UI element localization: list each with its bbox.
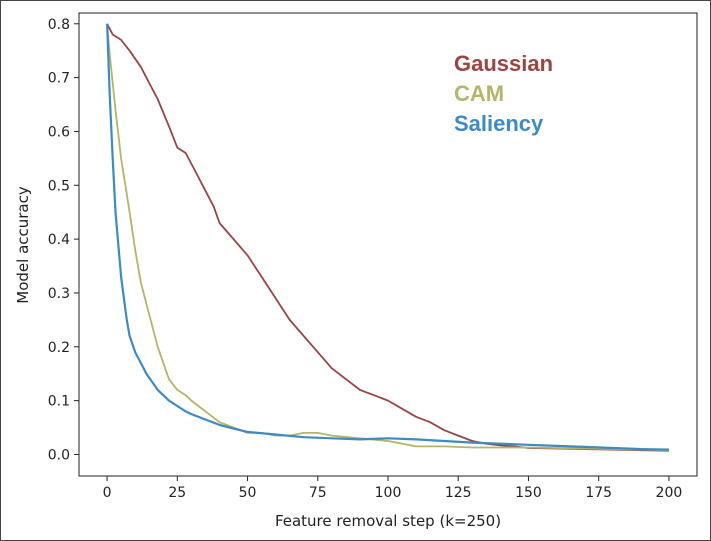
y-tick-label: 0.1	[48, 394, 70, 410]
y-tick-label: 0.3	[48, 286, 70, 302]
plot-border	[78, 12, 698, 477]
y-tick-label: 0.6	[48, 124, 70, 140]
y-tick-label: 0.7	[48, 71, 70, 87]
series-line-saliency	[106, 23, 669, 451]
series-line-cam	[106, 23, 669, 452]
series-layer	[106, 23, 669, 452]
y-axis-ticks: 0.0 0.1 0.2 0.3 0.4 0.5 0.6 0.7 0.8	[48, 17, 79, 463]
y-tick-label: 0.4	[48, 232, 70, 248]
y-tick-label: 0.2	[48, 340, 70, 356]
x-tick-label: 75	[309, 485, 327, 501]
x-tick-label: 100	[375, 485, 402, 501]
x-axis-label: Feature removal step (k=250)	[275, 512, 501, 530]
legend: Gaussian CAM Saliency	[454, 51, 553, 136]
x-tick-label: 200	[656, 485, 683, 501]
legend-entry-gaussian: Gaussian	[454, 51, 553, 76]
x-tick-label: 25	[168, 485, 186, 501]
y-tick-label: 0.8	[48, 17, 70, 33]
x-tick-label: 150	[515, 485, 542, 501]
x-tick-label: 175	[585, 485, 612, 501]
legend-entry-saliency: Saliency	[454, 111, 544, 136]
x-axis-ticks: 0 25 50 75 100 125 150 175 200	[103, 476, 683, 501]
x-tick-label: 0	[103, 485, 112, 501]
series-line-gaussian	[106, 23, 669, 452]
y-axis-label: Model accuracy	[14, 186, 32, 304]
plot-area	[78, 12, 698, 477]
x-tick-label: 50	[239, 485, 257, 501]
y-tick-label: 0.5	[48, 178, 70, 194]
y-tick-label: 0.0	[48, 447, 70, 463]
x-tick-label: 125	[445, 485, 472, 501]
legend-entry-cam: CAM	[454, 81, 504, 106]
